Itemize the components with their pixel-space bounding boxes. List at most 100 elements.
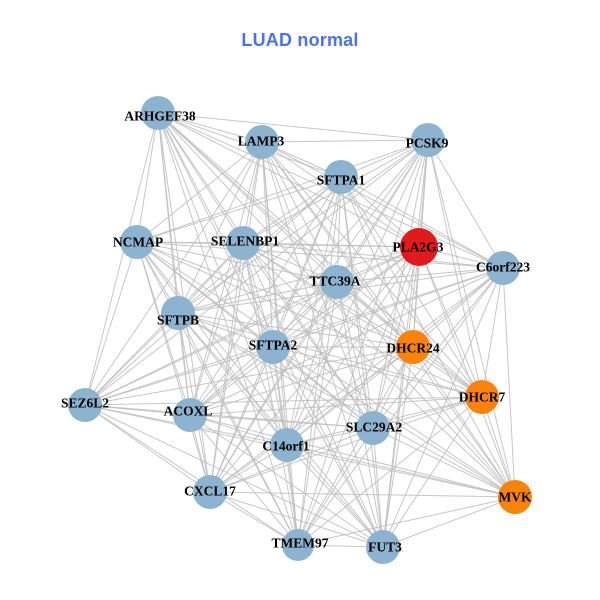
node-ACOXL[interactable] <box>173 398 207 432</box>
node-label-SELENBP1: SELENBP1 <box>211 234 280 249</box>
nodes-layer <box>68 96 532 564</box>
node-SELENBP1[interactable] <box>226 226 260 260</box>
node-FUT3[interactable] <box>366 530 400 564</box>
edge-PCSK9-MVK <box>427 139 516 498</box>
edge-LAMP3-ACOXL <box>189 141 263 416</box>
node-label-SFTPB: SFTPB <box>157 313 199 328</box>
edge-SFTPB-TMEM97 <box>177 312 299 546</box>
edge-SFTPA1-C6orf223 <box>340 176 504 269</box>
node-LAMP3[interactable] <box>245 125 279 159</box>
edge-DHCR7-SLC29A2 <box>372 396 483 429</box>
edge-LAMP3-PCSK9 <box>261 139 429 143</box>
node-NCMAP[interactable] <box>120 225 154 259</box>
node-SFTPB[interactable] <box>161 296 195 330</box>
edge-SFTPA1-TTC39A <box>336 176 342 283</box>
edge-TTC39A-FUT3 <box>336 281 384 548</box>
node-SLC29A2[interactable] <box>356 411 390 445</box>
edge-DHCR7-CXCL17 <box>209 396 483 493</box>
edge-DHCR24-SEZ6L2 <box>84 346 414 406</box>
edge-C6orf223-CXCL17 <box>209 267 504 493</box>
edge-SFTPA2-ACOXL <box>189 346 274 416</box>
edge-SFTPA1-FUT3 <box>340 176 384 548</box>
edge-SEZ6L2-DHCR7 <box>84 396 483 406</box>
edge-PLA2G3-SEZ6L2 <box>84 246 420 406</box>
node-SEZ6L2[interactable] <box>68 388 102 422</box>
edge-SFTPB-SEZ6L2 <box>84 312 179 406</box>
edge-CXCL17-MVK <box>209 491 516 498</box>
edge-SFTPA2-SEZ6L2 <box>84 346 274 406</box>
edge-PLA2G3-SFTPB <box>177 246 420 314</box>
node-DHCR7[interactable] <box>465 380 499 414</box>
edge-MVK-TMEM97 <box>297 496 516 546</box>
node-label-TMEM97: TMEM97 <box>272 536 329 551</box>
node-label-C6orf223: C6orf223 <box>476 260 530 275</box>
node-SFTPA1[interactable] <box>324 160 358 194</box>
node-C14orf1[interactable] <box>270 428 304 462</box>
node-TTC39A[interactable] <box>320 265 354 299</box>
edge-SFTPB-DHCR24 <box>177 312 414 348</box>
node-label-LAMP3: LAMP3 <box>238 134 285 149</box>
edge-PCSK9-SFTPA2 <box>272 139 429 348</box>
edge-SELENBP1-PLA2G3 <box>242 242 420 248</box>
edges-layer <box>84 112 516 548</box>
edge-NCMAP-FUT3 <box>136 241 384 548</box>
node-PCSK9[interactable] <box>411 123 445 157</box>
edge-PCSK9-TMEM97 <box>297 139 429 546</box>
edge-PLA2G3-MVK <box>418 246 516 498</box>
edge-SELENBP1-SEZ6L2 <box>84 242 244 406</box>
node-label-CXCL17: CXCL17 <box>184 484 236 499</box>
edge-TTC39A-SEZ6L2 <box>84 281 338 406</box>
edge-ARHGEF38-SFTPA2 <box>157 112 274 348</box>
edge-TTC39A-C14orf1 <box>286 281 338 446</box>
node-label-ACOXL: ACOXL <box>164 404 213 419</box>
edge-C6orf223-TMEM97 <box>297 267 504 546</box>
node-label-NCMAP: NCMAP <box>113 235 163 250</box>
edge-SFTPA1-SLC29A2 <box>340 176 374 429</box>
edge-PCSK9-C6orf223 <box>427 139 504 269</box>
node-label-MVK: MVK <box>499 490 532 505</box>
edge-ARHGEF38-SEZ6L2 <box>84 112 159 406</box>
edge-DHCR7-MVK <box>481 396 516 498</box>
edge-NCMAP-C6orf223 <box>136 241 504 269</box>
node-TMEM97[interactable] <box>282 529 314 561</box>
edge-PLA2G3-SLC29A2 <box>372 246 420 429</box>
node-label-SLC29A2: SLC29A2 <box>346 420 403 435</box>
edge-DHCR24-C14orf1 <box>286 346 414 446</box>
edge-SFTPA1-SEZ6L2 <box>84 176 342 406</box>
edge-DHCR7-TMEM97 <box>297 396 483 546</box>
edge-ARHGEF38-PCSK9 <box>157 112 429 141</box>
edge-CXCL17-TMEM97 <box>209 491 299 546</box>
edge-PLA2G3-CXCL17 <box>209 246 420 493</box>
node-ARHGEF38[interactable] <box>141 96 175 130</box>
edge-PLA2G3-TMEM97 <box>297 246 420 546</box>
node-label-DHCR24: DHCR24 <box>386 341 439 356</box>
node-DHCR24[interactable] <box>396 330 430 364</box>
edge-SFTPA2-SLC29A2 <box>272 346 374 429</box>
edge-TTC39A-MVK <box>336 281 516 498</box>
edge-ARHGEF38-C14orf1 <box>157 112 288 446</box>
edge-C14orf1-MVK <box>286 444 516 498</box>
node-SFTPA2[interactable] <box>256 330 290 364</box>
node-PLA2G3[interactable] <box>400 228 438 266</box>
edge-SELENBP1-CXCL17 <box>209 242 244 493</box>
edge-ARHGEF38-NCMAP <box>136 112 159 243</box>
edge-C6orf223-FUT3 <box>382 267 504 548</box>
edge-SFTPA1-DHCR7 <box>340 176 483 398</box>
edge-SELENBP1-DHCR7 <box>242 242 483 398</box>
edge-SFTPA2-CXCL17 <box>209 346 274 493</box>
edge-PCSK9-SFTPB <box>177 139 429 314</box>
node-CXCL17[interactable] <box>193 475 227 509</box>
node-C6orf223[interactable] <box>486 251 520 285</box>
edge-SELENBP1-SFTPA2 <box>242 242 274 348</box>
edge-SELENBP1-FUT3 <box>242 242 384 548</box>
edge-SEZ6L2-FUT3 <box>84 404 384 548</box>
node-label-TTC39A: TTC39A <box>309 274 360 289</box>
edge-ARHGEF38-SELENBP1 <box>157 112 244 244</box>
edge-DHCR24-FUT3 <box>382 346 414 548</box>
edge-MVK-FUT3 <box>382 496 516 548</box>
node-MVK[interactable] <box>498 480 532 514</box>
edge-SLC29A2-TMEM97 <box>297 427 374 546</box>
chart-title: LUAD normal <box>241 30 359 50</box>
edge-LAMP3-C6orf223 <box>261 141 504 269</box>
edge-DHCR24-ACOXL <box>189 346 414 416</box>
